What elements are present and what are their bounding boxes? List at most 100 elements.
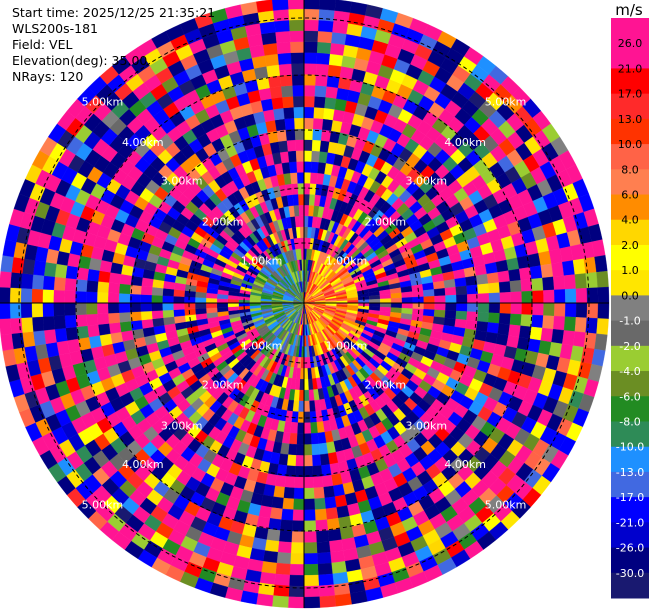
- velocity-cell: [98, 323, 111, 336]
- velocity-cell: [303, 476, 314, 489]
- velocity-cell: [597, 302, 610, 320]
- velocity-cell: [256, 0, 274, 13]
- velocity-cell: [205, 297, 218, 304]
- velocity-cell: [303, 0, 321, 10]
- colorbar-tick-label: 8.0: [621, 163, 639, 176]
- velocity-cell: [86, 313, 99, 326]
- velocity-cell: [311, 454, 322, 467]
- velocity-cell: [261, 561, 277, 574]
- velocity-cell: [315, 530, 330, 543]
- velocity-cell: [574, 273, 587, 289]
- velocity-cell: [0, 333, 14, 351]
- range-ring-label: 2.00km: [202, 216, 244, 229]
- velocity-cell: [510, 291, 523, 304]
- velocity-cell: [289, 563, 305, 576]
- velocity-cell: [0, 286, 11, 304]
- velocity-cell: [31, 274, 45, 290]
- velocity-cell: [445, 302, 457, 312]
- velocity-cell: [543, 289, 555, 304]
- colorbar-tick-label: -2.0: [619, 340, 640, 353]
- velocity-cell: [554, 289, 566, 304]
- colorbar-tick-label: -1.0: [619, 315, 640, 328]
- velocity-cell: [303, 74, 317, 86]
- velocity-cell: [477, 302, 490, 313]
- velocity-cell: [294, 476, 305, 489]
- velocity-cell: [529, 326, 543, 341]
- velocity-cell: [282, 497, 294, 510]
- velocity-cell: [65, 265, 79, 280]
- ppi-chart: 1.00km 1.00km 1.00km 1.00km 2.00km 2.00km 2.00…: [0, 0, 610, 609]
- velocity-cell: [317, 562, 333, 576]
- velocity-cell: [303, 596, 321, 609]
- velocity-cell: [283, 107, 295, 120]
- velocity-cell: [184, 302, 196, 310]
- range-ring-label: 3.00km: [161, 419, 203, 432]
- velocity-cell: [310, 432, 319, 445]
- velocity-cell: [278, 530, 293, 543]
- velocity-cell: [194, 302, 207, 309]
- colorbar-block: [611, 93, 649, 120]
- velocity-cell: [303, 389, 310, 402]
- range-ring-label: 4.00km: [122, 458, 164, 471]
- velocity-cell: [287, 150, 297, 163]
- velocity-cell: [273, 485, 285, 499]
- velocity-cell: [291, 63, 305, 75]
- range-ring-label: 5.00km: [82, 499, 124, 512]
- colorbar-tick-label: 2.0: [621, 239, 639, 252]
- velocity-cell: [316, 551, 332, 565]
- velocity-cell: [334, 593, 352, 607]
- velocity-cell: [330, 42, 346, 56]
- velocity-cell: [322, 474, 334, 488]
- range-ring-label: 5.00km: [82, 95, 124, 108]
- velocity-cell: [594, 255, 608, 273]
- velocity-cell: [317, 30, 333, 44]
- velocity-cell: [312, 476, 324, 489]
- velocity-cell: [315, 63, 330, 76]
- velocity-cell: [318, 9, 335, 22]
- velocity-cell: [275, 562, 291, 576]
- velocity-cell: [286, 454, 297, 467]
- velocity-cell: [271, 97, 284, 110]
- velocity-cell: [54, 263, 68, 279]
- velocity-cell: [334, 494, 348, 508]
- velocity-cell: [151, 310, 164, 320]
- velocity-cell: [96, 302, 109, 314]
- velocity-cell: [162, 309, 175, 318]
- velocity-cell: [271, 496, 284, 509]
- velocity-cell: [293, 498, 305, 511]
- velocity-cell: [274, 118, 286, 132]
- velocity-cell: [273, 9, 290, 22]
- velocity-cell: [315, 519, 329, 532]
- velocity-cell: [227, 302, 239, 308]
- velocity-cell: [216, 302, 229, 308]
- velocity-cell: [53, 289, 65, 304]
- velocity-cell: [53, 315, 66, 330]
- velocity-cell: [20, 288, 33, 304]
- colorbar-block: [611, 547, 649, 574]
- velocity-cell: [303, 41, 318, 53]
- velocity-cell: [531, 314, 544, 329]
- velocity-cell: [477, 283, 490, 295]
- velocity-cell: [42, 315, 56, 331]
- velocity-cell: [42, 289, 54, 304]
- range-ring-label: 2.00km: [365, 216, 407, 229]
- velocity-cell: [303, 19, 319, 32]
- velocity-cell: [258, 87, 272, 101]
- velocity-sectors: [0, 0, 610, 609]
- velocity-cell: [295, 444, 305, 456]
- colorbar-tick-label: 0.0: [621, 289, 639, 302]
- velocity-cell: [162, 288, 175, 297]
- velocity-cell: [282, 96, 294, 109]
- velocity-cell: [53, 276, 66, 291]
- velocity-cell: [162, 295, 174, 304]
- velocity-cell: [495, 259, 509, 273]
- velocity-cell: [64, 290, 76, 304]
- velocity-cell: [540, 263, 554, 279]
- velocity-cell: [564, 302, 577, 318]
- velocity-cell: [509, 313, 522, 326]
- velocity-cell: [475, 273, 489, 285]
- velocity-cell: [119, 321, 133, 333]
- velocity-cell: [332, 483, 345, 497]
- velocity-cell: [303, 368, 309, 380]
- velocity-cell: [278, 140, 289, 153]
